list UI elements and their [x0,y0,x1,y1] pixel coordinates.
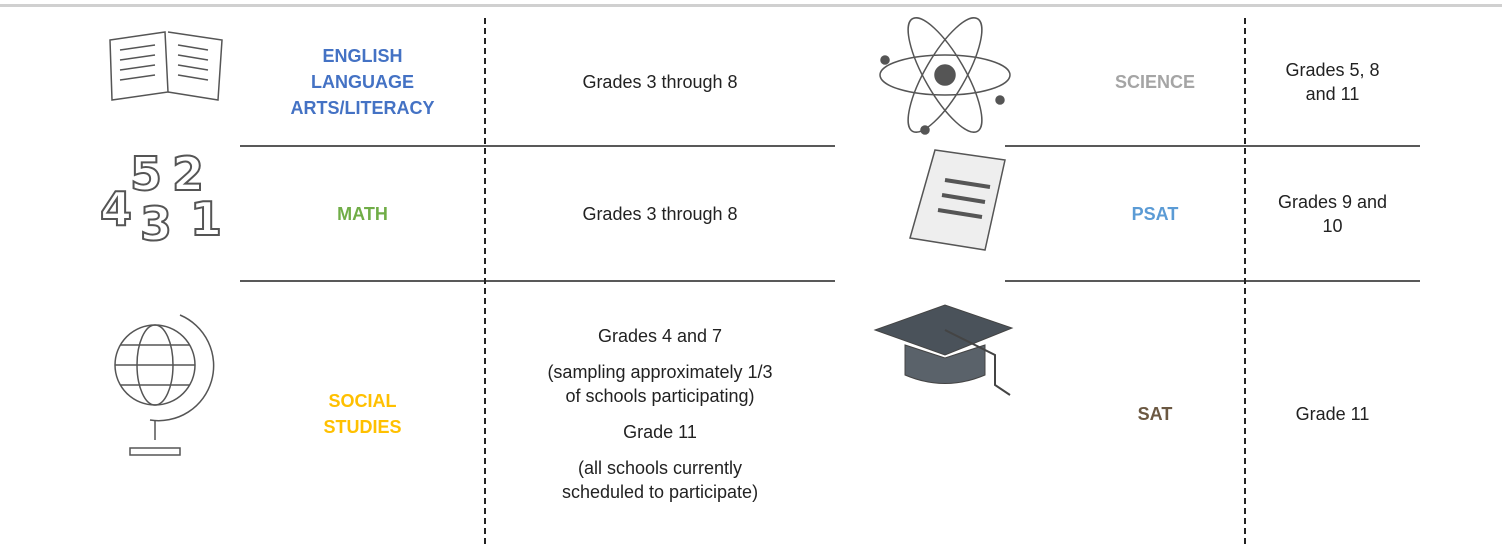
grades-paragraph: Grades 3 through 8 [582,202,737,226]
numbers-icon: 45 23 1 [99,146,223,252]
svg-text:2: 2 [172,147,204,201]
booklet-icon [909,149,1006,251]
subject-cell: ENGLISH LANGUAGE ARTS/LITERACY [240,18,485,146]
grades-paragraph: Grades 4 and 7 [598,324,722,348]
grades-line: 10 [1322,215,1343,236]
grades-cell: Grades 4 and 7 (sampling approximately 1/… [485,281,835,546]
subject-cell: PSAT [1065,146,1245,281]
grades-cell: Grade 11 [1245,281,1420,546]
subject-line: ARTS/LITERACY [290,98,435,118]
grades-paragraph: Grade 11 [1296,402,1370,426]
book-icon [109,31,223,101]
grades-line: Grades 9 and [1277,191,1388,212]
svg-text:4: 4 [100,182,132,236]
subject-line: SAT [1137,403,1173,424]
grades-line: Grade 11 [623,421,697,442]
subject-line: SCIENCE [1114,72,1195,92]
grades-line: Grades 5, 8 [1285,60,1380,80]
grades-line: scheduled to participate) [561,481,759,502]
grades-paragraph: Grades 3 through 8 [582,70,737,94]
grades-line: (all schools currently [577,457,743,478]
grades-paragraph: Grade 11 [623,420,697,444]
subject-line: ENGLISH [322,46,403,66]
subject-cell: SOCIAL STUDIES [240,281,485,546]
subject-cell: SAT [1065,281,1245,546]
grades-line: (sampling approximately 1/3 [547,361,773,382]
subject-line: STUDIES [323,416,402,437]
grades-cell: Grades 3 through 8 [485,146,835,281]
grades-line: Grades 3 through 8 [582,203,738,224]
grades-paragraph: Grades 5, 8 and 11 [1285,58,1379,106]
grades-line: of schools participating) [565,385,755,406]
grades-line: and 11 [1305,84,1360,104]
grades-paragraph: (all schools currently scheduled to parti… [562,456,758,504]
cap-icon [873,304,1014,396]
svg-text:5: 5 [130,147,162,201]
svg-text:1: 1 [190,192,222,246]
subject-cell: MATH [240,146,485,281]
subject-line: SOCIAL [328,390,397,411]
grades-line: Grades 3 through 8 [582,72,738,92]
subject-line: MATH [337,203,388,224]
grades-cell: Grades 3 through 8 [485,18,835,146]
subject-line: LANGUAGE [311,72,414,92]
atom-icon [879,17,1011,135]
grades-cell: Grades 5, 8 and 11 [1245,18,1420,146]
globe-icon [114,314,215,456]
grades-line: Grades 4 and 7 [597,325,723,346]
svg-text:3: 3 [140,197,172,251]
grades-paragraph: Grades 9 and 10 [1278,190,1387,238]
subject-cell: SCIENCE [1065,18,1245,146]
top-rule [0,4,1502,7]
subject-line: PSAT [1131,203,1179,224]
grades-line: Grade 11 [1295,403,1370,424]
grades-cell: Grades 9 and 10 [1245,146,1420,281]
grades-paragraph: (sampling approximately 1/3 of schools pa… [547,360,772,408]
